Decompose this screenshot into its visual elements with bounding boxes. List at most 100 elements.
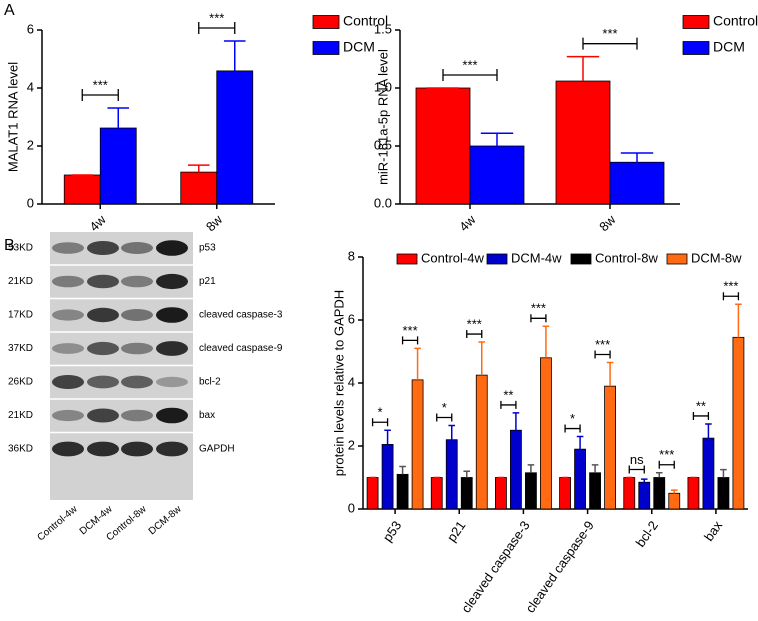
legend-label: DCM-4w: [511, 250, 562, 265]
blot-band: [156, 376, 188, 388]
y-tick-label: 8: [348, 248, 355, 263]
legend-swatch: [312, 41, 340, 55]
bar: [415, 87, 471, 205]
bar: [668, 492, 681, 510]
error-bar: [107, 107, 130, 129]
bar: [702, 437, 715, 510]
significance-bracket: [582, 37, 638, 50]
bar: [460, 477, 473, 510]
bar: [555, 80, 611, 205]
error-bar: [640, 478, 648, 483]
y-tick-label: 2: [27, 137, 34, 152]
blot-band: [52, 309, 84, 321]
significance-bracket: [198, 22, 236, 35]
error-bar: [705, 423, 712, 439]
blot-band: [52, 343, 84, 354]
panel-label: B: [4, 237, 15, 254]
bar: [366, 477, 379, 510]
error-bar: [606, 361, 614, 387]
protein-label: cleaved caspase-9: [199, 343, 283, 354]
legend-swatch: [666, 253, 688, 265]
significance-label: *: [442, 400, 447, 415]
significance-bracket: [442, 69, 498, 81]
blot-band: [121, 441, 153, 457]
band-size: 37KD: [8, 343, 33, 354]
band-size: 36KD: [8, 444, 33, 455]
y-axis-label: MALAT1 RNA level: [5, 62, 20, 172]
legend-swatch: [312, 15, 340, 29]
blot-band: [52, 409, 84, 422]
significance-bracket: [436, 413, 453, 422]
blot-band: [87, 274, 119, 289]
protein-label: cleaved caspase-3: [199, 310, 283, 321]
x-tick-label: cleaved caspase-3: [458, 518, 532, 615]
blot-band: [156, 273, 188, 290]
blot-band: [87, 375, 119, 389]
significance-label: ***: [402, 323, 417, 338]
significance-label: *: [378, 405, 383, 420]
lane-label: DCM-8w: [147, 503, 184, 537]
significance-label: ***: [209, 10, 224, 25]
legend-label: Control-8w: [595, 250, 658, 265]
x-tick-label: p53: [380, 518, 405, 544]
y-tick-label: 2: [348, 437, 355, 452]
blot-band: [156, 307, 188, 323]
blot-band: [52, 441, 84, 457]
bar: [732, 336, 745, 510]
significance-bracket: [371, 418, 389, 427]
x-tick-label: 4w: [86, 212, 109, 235]
blot-band: [121, 242, 153, 254]
bar: [623, 477, 636, 510]
bar: [525, 472, 537, 510]
bar: [411, 379, 424, 510]
y-tick-label: 0: [348, 500, 355, 515]
legend-label: Control: [713, 13, 758, 29]
significance-bracket: [722, 292, 740, 301]
bar: [495, 477, 507, 510]
significance-label: ***: [462, 57, 477, 72]
error-bar: [414, 347, 421, 380]
error-bar: [187, 164, 210, 173]
bar: [717, 477, 730, 510]
significance-label: ***: [659, 447, 674, 462]
significance-bracket: [628, 465, 645, 474]
legend-swatch: [682, 15, 710, 29]
x-tick-label: p21: [444, 518, 469, 544]
blot-band: [156, 441, 188, 457]
significance-label: ns: [630, 452, 644, 467]
legend-label: DCM-8w: [691, 250, 742, 265]
lane-label: Control-4w: [36, 503, 81, 543]
significance-bracket: [658, 460, 675, 469]
band-size: 53KD: [8, 243, 33, 254]
bar: [638, 481, 651, 510]
error-bar: [655, 472, 663, 478]
bar: [604, 385, 616, 510]
protein-label: p53: [199, 243, 216, 254]
legend-label: DCM: [343, 39, 375, 55]
error-bar: [480, 132, 514, 146]
y-tick-label: 4: [27, 79, 34, 94]
legend-swatch: [396, 253, 418, 265]
bar: [653, 477, 666, 510]
blot-band: [52, 242, 84, 254]
legend-label: Control-4w: [421, 250, 484, 265]
x-tick-label: bax: [701, 518, 726, 544]
error-bar: [384, 429, 391, 445]
bar: [540, 357, 552, 510]
error-bar: [720, 468, 727, 478]
blot-band: [156, 407, 188, 424]
significance-bracket: [466, 330, 483, 339]
bar: [574, 448, 586, 510]
bar: [445, 439, 458, 510]
blot-band: [121, 342, 153, 355]
bar: [396, 473, 409, 510]
x-tick-label: cleaved caspase-9: [522, 518, 596, 615]
significance-label: ***: [531, 301, 546, 316]
significance-label: ***: [602, 26, 617, 41]
significance-label: ***: [467, 316, 482, 331]
x-tick-label: 8w: [203, 212, 226, 235]
significance-label: *: [570, 411, 575, 426]
panel-label: A: [4, 2, 15, 19]
blot-band: [156, 240, 188, 256]
